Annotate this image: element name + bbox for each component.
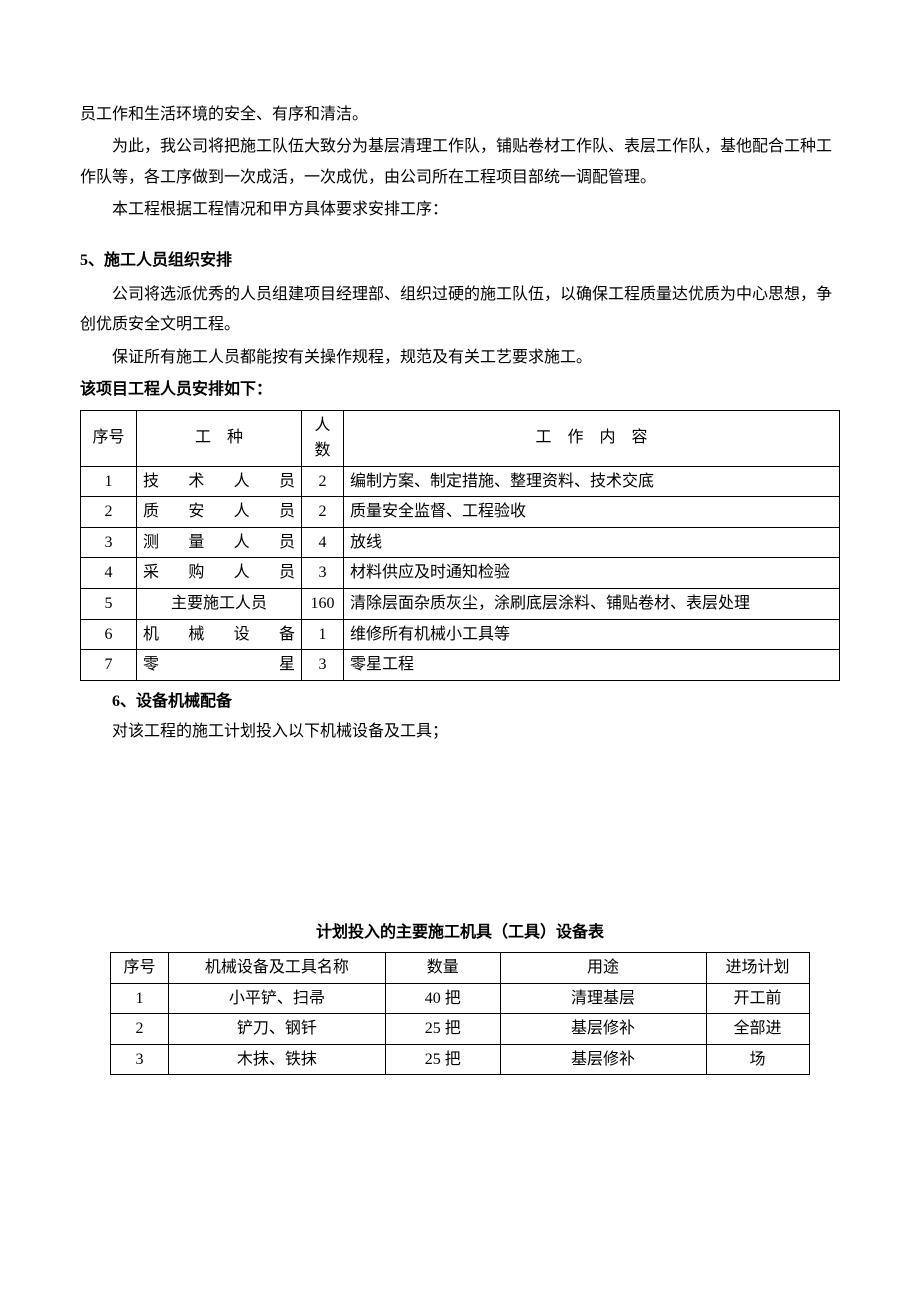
cell-count: 3 [302, 558, 344, 589]
cell-desc: 零星工程 [344, 650, 840, 681]
table-row: 2 铲刀、钢钎 25 把 基层修补 全部进 [111, 1014, 809, 1045]
table2-title: 计划投入的主要施工机具（工具）设备表 [80, 918, 840, 948]
th-seq: 序号 [81, 410, 137, 466]
th-plan: 进场计划 [706, 953, 809, 984]
cell-seq: 5 [81, 589, 137, 620]
cell-count: 4 [302, 527, 344, 558]
cell-plan: 场 [706, 1044, 809, 1075]
th-type: 工 种 [137, 410, 302, 466]
cell-seq: 7 [81, 650, 137, 681]
cell-type: 机械设备 [137, 619, 302, 650]
table-header-row: 序号 工 种 人数 工 作 内 容 [81, 410, 840, 466]
table-row: 1 小平铲、扫帚 40 把 清理基层 开工前 [111, 983, 809, 1014]
cell-desc: 材料供应及时通知检验 [344, 558, 840, 589]
table-row: 5 主要施工人员 160 清除层面杂质灰尘，涂刷底层涂料、铺贴卷材、表层处理 [81, 589, 840, 620]
cell-desc: 维修所有机械小工具等 [344, 619, 840, 650]
table-row: 6 机械设备 1 维修所有机械小工具等 [81, 619, 840, 650]
cell-seq: 6 [81, 619, 137, 650]
cell-desc: 清除层面杂质灰尘，涂刷底层涂料、铺贴卷材、表层处理 [344, 589, 840, 620]
cell-count: 160 [302, 589, 344, 620]
cell-use: 基层修补 [500, 1014, 706, 1045]
paragraph: 本工程根据工程情况和甲方具体要求安排工序： [80, 195, 840, 225]
th-name: 机械设备及工具名称 [168, 953, 385, 984]
cell-type: 零星 [137, 650, 302, 681]
table-row: 3 木抹、铁抹 25 把 基层修补 场 [111, 1044, 809, 1075]
cell-name: 木抹、铁抹 [168, 1044, 385, 1075]
cell-name: 铲刀、钢钎 [168, 1014, 385, 1045]
paragraph: 对该工程的施工计划投入以下机械设备及工具； [80, 717, 840, 747]
cell-name: 小平铲、扫帚 [168, 983, 385, 1014]
th-count: 人数 [302, 410, 344, 466]
cell-type: 技术人员 [137, 466, 302, 497]
cell-use: 清理基层 [500, 983, 706, 1014]
cell-count: 2 [302, 466, 344, 497]
cell-count: 1 [302, 619, 344, 650]
cell-qty: 25 把 [386, 1044, 500, 1075]
cell-type: 采购人员 [137, 558, 302, 589]
table-header-row: 序号 机械设备及工具名称 数量 用途 进场计划 [111, 953, 809, 984]
cell-seq: 3 [81, 527, 137, 558]
section-heading-6: 6、设备机械配备 [80, 687, 840, 717]
section-heading-5: 5、施工人员组织安排 [80, 246, 840, 276]
cell-seq: 1 [111, 983, 168, 1014]
table-row: 7 零星 3 零星工程 [81, 650, 840, 681]
paragraph: 为此，我公司将把施工队伍大致分为基层清理工作队，铺贴卷材工作队、表层工作队，基他… [80, 132, 840, 193]
paragraph: 保证所有施工人员都能按有关操作规程，规范及有关工艺要求施工。 [80, 343, 840, 373]
th-qty: 数量 [386, 953, 500, 984]
table-row: 4 采购人员 3 材料供应及时通知检验 [81, 558, 840, 589]
cell-type: 质安人员 [137, 497, 302, 528]
cell-qty: 25 把 [386, 1014, 500, 1045]
cell-use: 基层修补 [500, 1044, 706, 1075]
table1-intro: 该项目工程人员安排如下： [80, 375, 840, 405]
table-row: 1 技术人员 2 编制方案、制定措施、整理资料、技术交底 [81, 466, 840, 497]
table-row: 2 质安人员 2 质量安全监督、工程验收 [81, 497, 840, 528]
th-desc: 工 作 内 容 [344, 410, 840, 466]
th-seq: 序号 [111, 953, 168, 984]
cell-qty: 40 把 [386, 983, 500, 1014]
paragraph: 公司将选派优秀的人员组建项目经理部、组织过硬的施工队伍，以确保工程质量达优质为中… [80, 280, 840, 341]
cell-count: 2 [302, 497, 344, 528]
table-row: 3 测量人员 4 放线 [81, 527, 840, 558]
cell-count: 3 [302, 650, 344, 681]
personnel-table: 序号 工 种 人数 工 作 内 容 1 技术人员 2 编制方案、制定措施、整理资… [80, 410, 840, 681]
cell-desc: 质量安全监督、工程验收 [344, 497, 840, 528]
cell-seq: 3 [111, 1044, 168, 1075]
cell-seq: 1 [81, 466, 137, 497]
cell-desc: 放线 [344, 527, 840, 558]
cell-seq: 4 [81, 558, 137, 589]
paragraph-continuation: 员工作和生活环境的安全、有序和清洁。 [80, 100, 840, 130]
th-use: 用途 [500, 953, 706, 984]
cell-plan: 开工前 [706, 983, 809, 1014]
equipment-table: 序号 机械设备及工具名称 数量 用途 进场计划 1 小平铲、扫帚 40 把 清理… [110, 952, 809, 1075]
cell-plan: 全部进 [706, 1014, 809, 1045]
cell-seq: 2 [111, 1014, 168, 1045]
cell-type: 测量人员 [137, 527, 302, 558]
cell-desc: 编制方案、制定措施、整理资料、技术交底 [344, 466, 840, 497]
cell-seq: 2 [81, 497, 137, 528]
cell-type: 主要施工人员 [137, 589, 302, 620]
